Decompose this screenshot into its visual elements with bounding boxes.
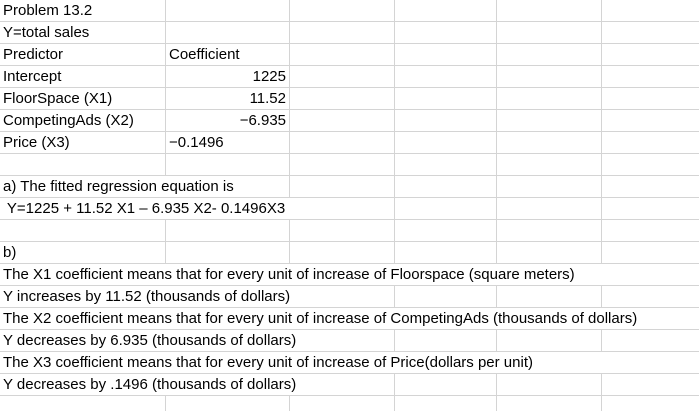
empty-cell[interactable] [395,88,497,110]
empty-cell[interactable] [0,154,166,176]
empty-cell[interactable] [290,132,395,154]
empty-cell[interactable] [166,22,290,44]
empty-cell[interactable] [166,242,290,264]
empty-cell[interactable] [497,176,602,198]
empty-cell[interactable] [602,22,699,44]
empty-cell[interactable] [290,242,395,264]
cell-competingads-value[interactable]: −6.935 [166,110,290,132]
empty-cell[interactable] [290,22,395,44]
cell-x2-explanation[interactable]: The X2 coefficient means that for every … [0,308,699,330]
empty-cell[interactable] [497,132,602,154]
empty-cell[interactable] [602,66,699,88]
cell-floorspace-value[interactable]: 11.52 [166,88,290,110]
empty-cell[interactable] [497,374,602,396]
empty-cell[interactable] [602,0,699,22]
cell-part-a-text[interactable]: a) The fitted regression equation is [0,176,290,198]
empty-cell[interactable] [497,44,602,66]
cell-floorspace-label[interactable]: FloorSpace (X1) [0,88,166,110]
empty-cell[interactable] [290,0,395,22]
empty-cell[interactable] [166,396,290,411]
cell-predictor-header[interactable]: Predictor [0,44,166,66]
empty-cell[interactable] [290,154,395,176]
empty-cell[interactable] [395,242,497,264]
empty-cell[interactable] [290,44,395,66]
cell-x2-effect[interactable]: Y decreases by 6.935 (thousands of dolla… [0,330,395,352]
empty-cell[interactable] [602,132,699,154]
empty-cell[interactable] [602,374,699,396]
empty-cell[interactable] [602,330,699,352]
empty-cell[interactable] [395,198,497,220]
empty-cell[interactable] [290,176,395,198]
empty-cell[interactable] [497,66,602,88]
empty-cell[interactable] [497,396,602,411]
empty-cell[interactable] [497,88,602,110]
cell-x3-effect[interactable]: Y decreases by .1496 (thousands of dolla… [0,374,395,396]
empty-cell[interactable] [166,154,290,176]
empty-cell[interactable] [602,44,699,66]
empty-cell[interactable] [395,220,497,242]
empty-cell[interactable] [395,22,497,44]
empty-cell[interactable] [602,88,699,110]
cell-x3-explanation[interactable]: The X3 coefficient means that for every … [0,352,699,374]
empty-cell[interactable] [395,110,497,132]
cell-part-b-label[interactable]: b) [0,242,166,264]
empty-cell[interactable] [395,374,497,396]
cell-y-definition[interactable]: Y=total sales [0,22,166,44]
empty-cell[interactable] [395,132,497,154]
cell-x1-effect[interactable]: Y increases by 11.52 (thousands of dolla… [0,286,395,308]
empty-cell[interactable] [290,220,395,242]
empty-cell[interactable] [497,330,602,352]
empty-cell[interactable] [602,220,699,242]
empty-cell[interactable] [395,286,497,308]
empty-cell[interactable] [602,286,699,308]
empty-cell[interactable] [497,198,602,220]
empty-cell[interactable] [395,154,497,176]
empty-cell[interactable] [0,396,166,411]
empty-cell[interactable] [602,242,699,264]
empty-cell[interactable] [395,66,497,88]
cell-competingads-label[interactable]: CompetingAds (X2) [0,110,166,132]
cell-coefficient-header[interactable]: Coefficient [166,44,290,66]
empty-cell[interactable] [166,0,290,22]
empty-cell[interactable] [497,286,602,308]
empty-cell[interactable] [602,198,699,220]
empty-cell[interactable] [290,88,395,110]
empty-cell[interactable] [602,396,699,411]
empty-cell[interactable] [395,44,497,66]
empty-cell[interactable] [290,66,395,88]
empty-cell[interactable] [395,0,497,22]
empty-cell[interactable] [602,176,699,198]
empty-cell[interactable] [290,110,395,132]
empty-cell[interactable] [497,0,602,22]
empty-cell[interactable] [395,176,497,198]
empty-cell[interactable] [497,110,602,132]
cell-intercept-label[interactable]: Intercept [0,66,166,88]
cell-equation[interactable]: Y=1225 + 11.52 X1 – 6.935 X2- 0.1496X3 [0,198,395,220]
empty-cell[interactable] [602,154,699,176]
cell-intercept-value[interactable]: 1225 [166,66,290,88]
cell-price-value[interactable]: −0.1496 [166,132,290,154]
empty-cell[interactable] [395,330,497,352]
empty-cell[interactable] [497,22,602,44]
empty-cell[interactable] [497,220,602,242]
empty-cell[interactable] [497,154,602,176]
empty-cell[interactable] [166,220,290,242]
empty-cell[interactable] [395,396,497,411]
empty-cell[interactable] [497,242,602,264]
empty-cell[interactable] [0,220,166,242]
cell-price-label[interactable]: Price (X3) [0,132,166,154]
cell-problem-title[interactable]: Problem 13.2 [0,0,166,22]
empty-cell[interactable] [290,396,395,411]
empty-cell[interactable] [602,110,699,132]
cell-x1-explanation[interactable]: The X1 coefficient means that for every … [0,264,699,286]
